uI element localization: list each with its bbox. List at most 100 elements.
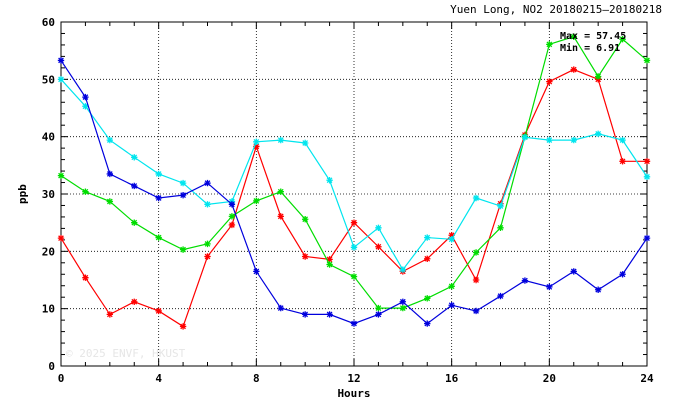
data-point bbox=[594, 286, 602, 293]
data-point bbox=[253, 197, 260, 205]
data-point bbox=[204, 179, 211, 187]
y-tick-label: 20 bbox=[42, 245, 55, 258]
data-point bbox=[106, 198, 114, 205]
data-point bbox=[301, 139, 309, 147]
max-annotation: Max = 57.45 bbox=[560, 31, 626, 42]
data-point bbox=[643, 57, 651, 64]
series-3 bbox=[57, 76, 651, 273]
data-point bbox=[204, 201, 211, 208]
series-group bbox=[57, 33, 651, 330]
x-axis-label: Hours bbox=[337, 387, 370, 400]
data-point bbox=[326, 256, 333, 263]
data-point bbox=[570, 136, 577, 144]
data-point bbox=[155, 170, 162, 178]
data-point bbox=[301, 311, 309, 318]
data-point bbox=[301, 216, 309, 223]
data-point bbox=[472, 194, 480, 202]
data-point bbox=[57, 57, 65, 64]
y-tick-label: 0 bbox=[48, 360, 55, 373]
data-point bbox=[326, 177, 333, 184]
data-point bbox=[619, 136, 626, 144]
data-point bbox=[375, 304, 382, 312]
data-point bbox=[424, 295, 431, 302]
data-point bbox=[179, 246, 187, 253]
data-point bbox=[448, 302, 455, 309]
data-point bbox=[253, 138, 260, 146]
data-point bbox=[570, 66, 577, 73]
data-point bbox=[424, 255, 431, 262]
series-1 bbox=[57, 66, 651, 330]
data-point bbox=[253, 268, 260, 275]
data-point bbox=[546, 41, 553, 48]
data-point bbox=[57, 76, 65, 83]
data-point bbox=[570, 33, 577, 40]
data-point bbox=[570, 268, 577, 275]
data-point bbox=[326, 311, 333, 318]
data-point bbox=[424, 234, 431, 241]
data-point bbox=[350, 244, 358, 251]
data-point bbox=[375, 224, 382, 232]
data-point bbox=[131, 298, 138, 305]
data-point bbox=[375, 311, 382, 318]
data-point bbox=[643, 173, 651, 180]
data-point bbox=[277, 304, 284, 312]
data-point bbox=[448, 283, 455, 290]
chart-title: Yuen Long, NO2 20180215—20180218 bbox=[450, 3, 662, 16]
data-point bbox=[619, 158, 626, 165]
y-tick-label: 50 bbox=[42, 73, 55, 86]
x-tick-label: 4 bbox=[155, 372, 162, 385]
data-point bbox=[448, 232, 455, 239]
data-point bbox=[399, 266, 407, 273]
x-tick-label: 12 bbox=[347, 372, 360, 385]
data-point bbox=[350, 273, 358, 280]
y-tick-label: 10 bbox=[42, 303, 55, 316]
y-tick-label: 60 bbox=[42, 16, 55, 29]
data-point bbox=[546, 78, 553, 85]
series-line bbox=[60, 60, 648, 325]
x-tick-label: 16 bbox=[445, 372, 459, 385]
data-point bbox=[472, 307, 480, 315]
data-point bbox=[350, 219, 358, 226]
data-point bbox=[619, 271, 626, 278]
data-point bbox=[497, 202, 504, 210]
x-tick-label: 0 bbox=[58, 372, 65, 385]
x-tick-label: 24 bbox=[640, 372, 654, 385]
data-point bbox=[82, 103, 89, 110]
data-point bbox=[277, 188, 284, 195]
y-tick-label: 40 bbox=[42, 131, 55, 144]
data-point bbox=[82, 93, 89, 101]
data-point bbox=[228, 221, 236, 229]
data-point bbox=[155, 234, 162, 241]
data-point bbox=[106, 170, 114, 178]
data-point bbox=[594, 73, 602, 80]
data-point bbox=[472, 276, 480, 284]
data-point bbox=[179, 191, 187, 199]
data-point bbox=[131, 219, 138, 226]
x-tick-label: 8 bbox=[253, 372, 260, 385]
data-point bbox=[448, 236, 455, 243]
data-point bbox=[301, 253, 309, 260]
data-point bbox=[228, 201, 236, 208]
data-point bbox=[472, 249, 480, 256]
data-point bbox=[155, 194, 162, 202]
data-point bbox=[57, 234, 65, 242]
y-tick-label: 30 bbox=[42, 188, 55, 201]
series-line bbox=[60, 68, 647, 328]
data-point bbox=[546, 283, 553, 291]
y-axis-label: ppb bbox=[16, 184, 29, 204]
data-point bbox=[106, 136, 114, 144]
series-4 bbox=[57, 57, 651, 327]
data-point bbox=[497, 224, 504, 232]
data-point bbox=[131, 182, 138, 190]
data-point bbox=[350, 320, 358, 327]
min-annotation: Min = 6.91 bbox=[560, 42, 620, 54]
data-point bbox=[643, 158, 651, 165]
data-point bbox=[643, 234, 651, 242]
watermark: © 2025 ENVF, HKUST bbox=[66, 347, 186, 360]
data-point bbox=[82, 274, 89, 281]
data-point bbox=[57, 172, 65, 179]
data-point bbox=[253, 143, 260, 150]
data-point bbox=[497, 292, 504, 300]
data-point bbox=[546, 136, 553, 144]
